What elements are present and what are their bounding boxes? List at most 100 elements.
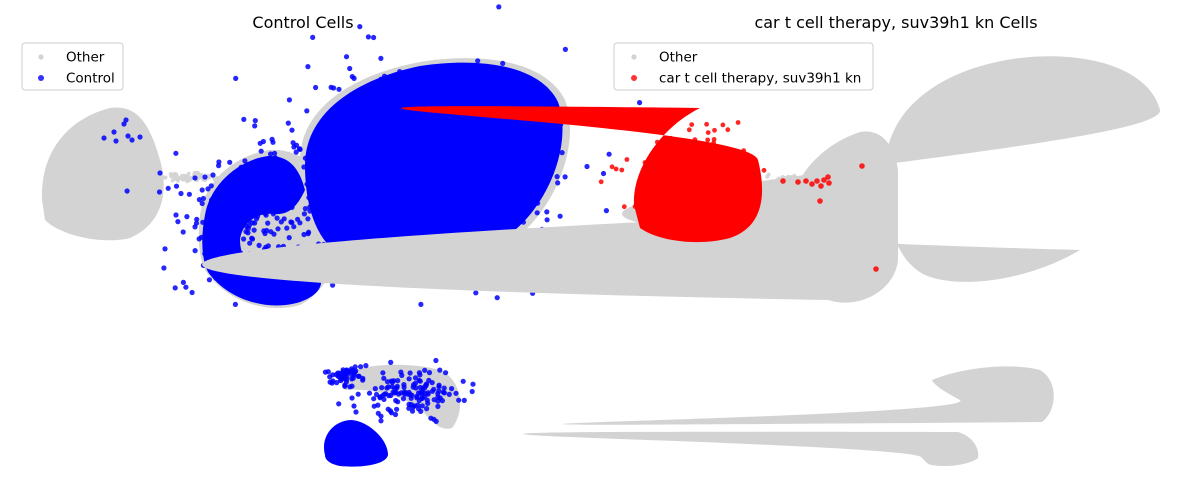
point-control — [172, 285, 178, 291]
point-control — [231, 196, 237, 202]
point-control — [226, 189, 232, 195]
point-control — [389, 115, 396, 121]
point-control — [366, 390, 373, 396]
point-car-t — [733, 176, 738, 181]
point-car-t — [725, 127, 731, 133]
point-control — [412, 375, 419, 381]
point-control — [497, 162, 503, 168]
point-car-t — [712, 154, 718, 160]
point-car-t — [657, 230, 662, 236]
point-other — [170, 178, 175, 183]
point-control — [355, 167, 361, 173]
point-control — [241, 116, 247, 122]
point-car-t — [684, 205, 689, 211]
point-control — [345, 226, 351, 232]
point-control — [485, 67, 491, 73]
point-control — [338, 165, 344, 171]
point-control — [137, 134, 143, 140]
point-control — [341, 170, 347, 176]
point-control — [286, 235, 292, 241]
point-control — [214, 201, 220, 207]
point-control — [476, 167, 482, 173]
point-control — [206, 277, 212, 283]
point-control — [301, 231, 307, 238]
point-control — [464, 170, 471, 176]
point-other — [763, 182, 768, 187]
point-control — [489, 187, 496, 193]
point-control — [500, 60, 506, 66]
point-control — [381, 375, 387, 381]
point-control — [271, 164, 277, 170]
point-control — [310, 34, 316, 41]
point-control — [532, 153, 538, 159]
legend-box — [613, 42, 874, 91]
point-other — [179, 176, 184, 181]
legend: Other Control — [21, 42, 124, 91]
point-control — [304, 108, 310, 114]
point-control — [482, 135, 488, 141]
point-control — [387, 153, 393, 159]
point-control — [272, 150, 278, 156]
point-control — [244, 168, 251, 174]
point-control — [324, 213, 330, 219]
point-control — [270, 211, 276, 217]
point-control — [426, 142, 432, 148]
point-control — [372, 386, 378, 392]
point-control — [121, 121, 127, 127]
legend-label-car-t: car t cell therapy, suv39h1 kn — [659, 71, 861, 87]
point-control — [263, 212, 269, 218]
point-car-t — [726, 150, 732, 155]
point-control — [442, 153, 448, 160]
point-control — [447, 115, 453, 121]
chart-title: Control Cells — [252, 13, 353, 32]
point-control — [249, 201, 255, 207]
point-control — [562, 174, 568, 180]
point-control — [489, 151, 495, 157]
point-control — [251, 227, 257, 233]
point-control — [286, 97, 292, 103]
point-control — [227, 184, 233, 190]
point-car-t — [655, 212, 660, 218]
point-car-t — [691, 208, 697, 214]
point-car-t — [809, 181, 815, 187]
point-control — [437, 367, 443, 373]
point-car-t — [722, 168, 728, 174]
point-control — [285, 180, 291, 186]
point-car-t — [632, 204, 638, 209]
point-control — [448, 215, 454, 221]
point-control — [554, 174, 560, 180]
point-control — [291, 224, 297, 230]
point-control — [462, 203, 468, 209]
point-car-t — [670, 183, 675, 189]
point-control — [252, 123, 258, 129]
point-control — [216, 163, 222, 169]
point-control — [474, 194, 480, 200]
point-control — [235, 216, 241, 223]
point-control — [291, 287, 297, 294]
point-control — [331, 85, 337, 91]
point-control — [285, 120, 291, 126]
point-car-t — [721, 198, 726, 204]
point-control — [400, 396, 407, 402]
point-control — [374, 145, 380, 151]
point-control — [461, 214, 467, 220]
point-control — [253, 177, 260, 183]
point-control — [371, 396, 377, 402]
point-control — [260, 138, 266, 145]
point-control — [353, 171, 359, 177]
point-control — [192, 224, 198, 230]
point-control — [225, 220, 231, 226]
point-control — [301, 164, 307, 170]
point-control — [364, 107, 370, 113]
point-control — [493, 142, 499, 148]
point-control — [260, 298, 266, 304]
point-car-t — [714, 200, 719, 206]
point-car-t — [720, 122, 726, 128]
point-control — [378, 418, 384, 424]
point-car-t — [706, 177, 711, 183]
point-control — [347, 65, 353, 72]
point-control — [416, 214, 422, 220]
point-control — [378, 181, 384, 187]
point-control — [214, 246, 220, 252]
point-control — [423, 382, 429, 388]
